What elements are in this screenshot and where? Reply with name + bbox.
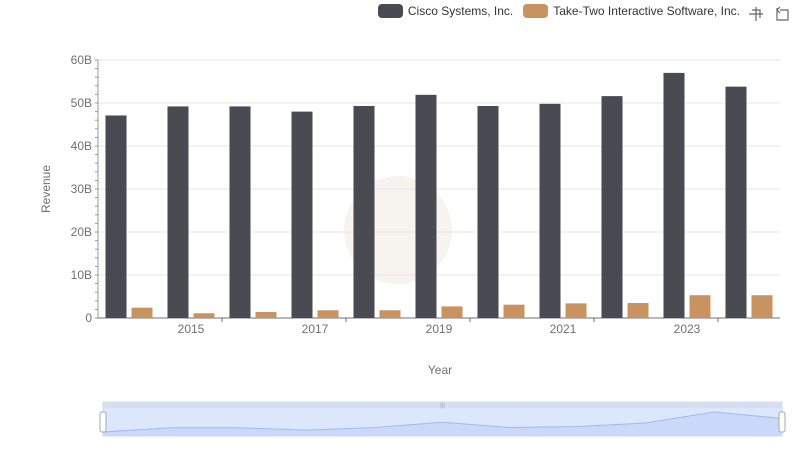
bar-take-two: [317, 310, 339, 318]
bar-cisco: [229, 106, 251, 318]
y-tick-label: 30B: [71, 182, 92, 196]
bar-cisco: [415, 94, 437, 318]
datazoom-handle-left[interactable]: [99, 411, 107, 433]
datazoom-line: [102, 411, 783, 433]
datazoom-handle-right[interactable]: [778, 411, 786, 433]
toolbox: [738, 6, 790, 22]
bar-take-two: [131, 307, 153, 318]
legend-swatch: [523, 4, 549, 18]
bar-take-two: [255, 311, 277, 318]
bar-cisco: [353, 106, 375, 318]
bar-cisco: [663, 72, 685, 319]
bar-take-two: [627, 302, 649, 318]
bar-cisco: [601, 96, 623, 319]
legend: Cisco Systems, Inc. Take-Two Interactive …: [368, 4, 740, 18]
restore-icon[interactable]: [774, 6, 790, 22]
x-tick-label: 2021: [550, 322, 577, 336]
legend-swatch: [377, 4, 403, 18]
datazoom-grip: |||: [440, 403, 445, 409]
legend-label: Cisco Systems, Inc.: [407, 4, 514, 18]
bar-take-two: [751, 295, 773, 318]
x-tick-label: 2015: [178, 322, 205, 336]
bar-cisco: [291, 111, 313, 318]
legend-item-0[interactable]: Cisco Systems, Inc.: [377, 4, 514, 18]
y-tick-label: 20B: [71, 225, 92, 239]
y-axis-title: Revenue: [39, 165, 53, 213]
y-tick-label: 0: [85, 311, 92, 325]
bar-cisco: [477, 106, 499, 318]
legend-label: Take-Two Interactive Software, Inc.: [553, 4, 740, 18]
bar-cisco: [105, 115, 127, 318]
y-tick-label: 10B: [71, 268, 92, 282]
legend-item-1[interactable]: Take-Two Interactive Software, Inc.: [523, 4, 740, 18]
x-tick-label: 2023: [674, 322, 701, 336]
bar-cisco: [167, 106, 189, 318]
bar-take-two: [193, 313, 215, 318]
datazoom-area: [103, 412, 782, 436]
bar-take-two: [689, 295, 711, 318]
y-tick-label: 40B: [71, 139, 92, 153]
x-tick-label: 2019: [426, 322, 453, 336]
zoom-icon[interactable]: [748, 6, 764, 22]
bar-take-two: [441, 306, 463, 318]
y-tick-label: 50B: [71, 96, 92, 110]
bar-cisco: [725, 86, 747, 318]
bar-take-two: [379, 310, 401, 318]
bar-take-two: [565, 303, 587, 318]
x-axis-title: Year: [428, 363, 452, 377]
bar-take-two: [503, 304, 525, 318]
x-tick-label: 2017: [302, 322, 329, 336]
y-tick-label: 60B: [71, 53, 92, 67]
bar-cisco: [539, 103, 561, 318]
datazoom-top-bar: [103, 402, 782, 408]
